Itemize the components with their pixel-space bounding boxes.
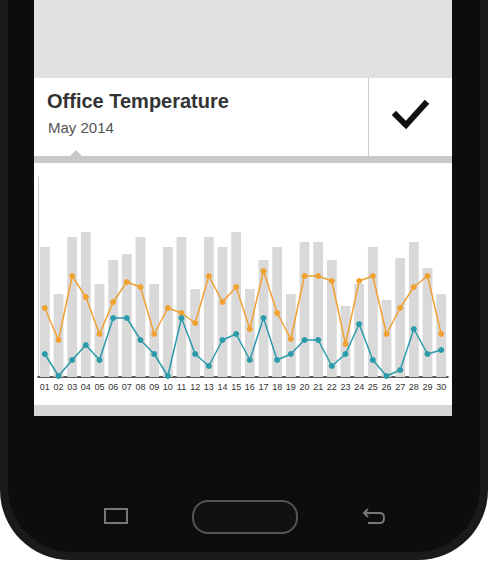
svg-text:12: 12 bbox=[190, 382, 200, 392]
svg-text:29: 29 bbox=[422, 382, 432, 392]
svg-text:30: 30 bbox=[436, 382, 446, 392]
svg-text:14: 14 bbox=[217, 382, 227, 392]
svg-text:22: 22 bbox=[327, 382, 337, 392]
svg-text:20: 20 bbox=[299, 382, 309, 392]
svg-text:27: 27 bbox=[395, 382, 405, 392]
svg-text:23: 23 bbox=[340, 382, 350, 392]
svg-text:08: 08 bbox=[135, 382, 145, 392]
svg-text:18: 18 bbox=[272, 382, 282, 392]
svg-text:04: 04 bbox=[81, 382, 91, 392]
svg-text:10: 10 bbox=[163, 382, 173, 392]
svg-text:03: 03 bbox=[67, 382, 77, 392]
html-text:May 2014: May 2014 bbox=[48, 119, 114, 136]
svg-text:05: 05 bbox=[94, 382, 104, 392]
svg-text:11: 11 bbox=[177, 382, 186, 392]
svg-text:17: 17 bbox=[258, 382, 268, 392]
svg-text:16: 16 bbox=[245, 382, 255, 392]
svg-text:07: 07 bbox=[122, 382, 132, 392]
svg-text:01: 01 bbox=[40, 382, 50, 392]
svg-text:25: 25 bbox=[368, 382, 378, 392]
svg-text:19: 19 bbox=[286, 382, 296, 392]
svg-text:21: 21 bbox=[313, 382, 323, 392]
svg-text:06: 06 bbox=[108, 382, 118, 392]
svg-text:02: 02 bbox=[53, 382, 63, 392]
svg-text:26: 26 bbox=[381, 382, 391, 392]
svg-text:09: 09 bbox=[149, 382, 159, 392]
svg-text:28: 28 bbox=[409, 382, 419, 392]
svg-text:24: 24 bbox=[354, 382, 364, 392]
html-text:Office Temperature: Office Temperature bbox=[47, 90, 229, 112]
svg-text:15: 15 bbox=[231, 382, 241, 392]
svg-text:13: 13 bbox=[204, 382, 214, 392]
